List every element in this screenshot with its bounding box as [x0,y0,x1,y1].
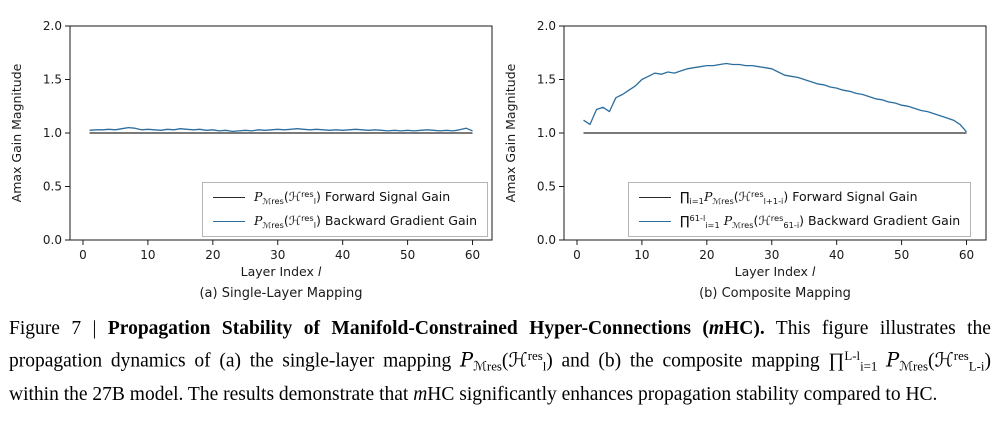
x-axis-ticks: 0 10 20 30 40 50 60 [79,240,480,262]
svg-text:30: 30 [270,248,285,262]
legend-row-backward: ∏61-li=1 Pℳres(ℋres61-i) Backward Gradie… [639,213,960,230]
svg-text:0.0: 0.0 [43,233,62,247]
subplot-b-caption: (b) Composite Mapping [699,286,851,301]
subplot-a-caption: (a) Single-Layer Mapping [199,286,363,301]
svg-text:0: 0 [79,248,87,262]
backward-line-swatch [213,220,245,222]
chart-a-legend: Pℳres(ℋresl) Forward Signal Gain Pℳres(ℋ… [202,182,489,237]
svg-text:1.5: 1.5 [43,73,62,87]
svg-text:40: 40 [335,248,350,262]
svg-text:30: 30 [764,248,779,262]
subplot-b: 0 10 20 30 40 50 60 0.0 0.5 1.0 1.5 2.0 Amax Gain Ma… [500,12,994,301]
legend-label-backward: ∏61-li=1 Pℳres(ℋres61-i) Backward Gradie… [680,212,961,230]
y-axis-ticks: 0.0 0.5 1.0 1.5 2.0 [43,19,70,247]
backward-gradient-gain-line [583,62,967,133]
svg-text:50: 50 [400,248,415,262]
svg-text:20: 20 [699,248,714,262]
svg-text:0.5: 0.5 [537,180,556,194]
legend-label-forward: ∏i=1Pℳres(ℋresl+1-i) Forward Signal Gain [680,189,918,206]
backward-gradient-gain-line [89,126,473,133]
backward-line-swatch [639,220,671,222]
chart-b-legend: ∏i=1Pℳres(ℋresl+1-i) Forward Signal Gain… [628,182,972,237]
legend-label-forward: Pℳres(ℋresl) Forward Signal Gain [254,189,451,206]
chart-a-x-axis-label: Layer Index l [240,264,322,279]
figure-caption: Figure 7 | Propagation Stability of Mani… [9,318,991,405]
forward-line-swatch [639,196,671,198]
svg-text:1.5: 1.5 [537,73,556,87]
chart-b-canvas: 0 10 20 30 40 50 60 0.0 0.5 1.0 1.5 2.0 Amax Gain Ma… [503,19,987,262]
legend-row-forward: Pℳres(ℋresl) Forward Signal Gain [213,189,477,206]
x-axis-ticks: 0 10 20 30 40 50 60 [573,240,974,262]
chart-b-x-axis-label: Layer Index l [734,264,816,279]
legend-label-backward: Pℳres(ℋresl) Backward Gradient Gain [254,212,478,230]
svg-text:60: 60 [959,248,974,262]
svg-text:2.0: 2.0 [43,19,62,33]
y-axis-ticks: 0.0 0.5 1.0 1.5 2.0 [537,19,564,247]
svg-text:1.0: 1.0 [537,126,556,140]
figure-panels: 0 10 20 30 40 50 60 0.0 0.5 1.0 1.5 2.0 Amax Gain Ma… [6,12,994,301]
legend-row-forward: ∏i=1Pℳres(ℋresl+1-i) Forward Signal Gain [639,189,960,206]
forward-line-swatch [213,196,245,198]
svg-text:2.0: 2.0 [537,19,556,33]
y-axis-label: Amax Gain Magnitude [503,63,518,202]
subplot-a: 0 10 20 30 40 50 60 0.0 0.5 1.0 1.5 2.0 Amax Gain Ma… [6,12,500,301]
svg-text:0: 0 [573,248,581,262]
svg-text:60: 60 [465,248,480,262]
svg-text:40: 40 [829,248,844,262]
legend-row-backward: Pℳres(ℋresl) Backward Gradient Gain [213,213,477,230]
chart-a-canvas: 0 10 20 30 40 50 60 0.0 0.5 1.0 1.5 2.0 Amax Gain Ma… [9,19,493,262]
svg-text:1.0: 1.0 [43,126,62,140]
svg-text:0.0: 0.0 [537,233,556,247]
svg-text:20: 20 [205,248,220,262]
svg-text:0.5: 0.5 [43,180,62,194]
svg-text:10: 10 [140,248,155,262]
y-axis-label: Amax Gain Magnitude [9,63,24,202]
svg-text:50: 50 [894,248,909,262]
svg-text:10: 10 [634,248,649,262]
